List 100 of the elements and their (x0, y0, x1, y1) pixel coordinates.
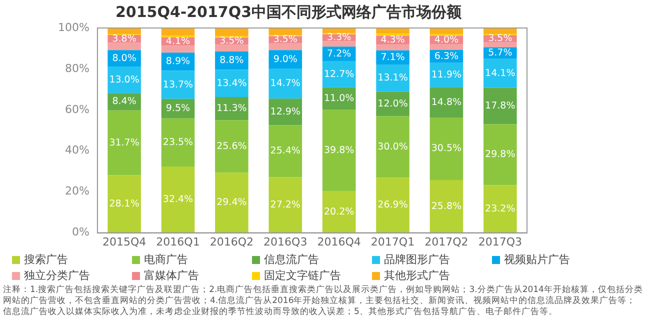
bar (268, 98, 302, 126)
data-label: 8.0% (112, 52, 136, 64)
data-label: 29.8% (485, 149, 516, 160)
data-label: 23.2% (485, 204, 516, 215)
bar (108, 42, 141, 50)
data-label: 17.8% (485, 100, 516, 112)
y-tick-label: 60% (64, 102, 90, 116)
data-label: 30.5% (431, 143, 462, 154)
legend-label: 信息流广告 (264, 252, 319, 267)
bar (484, 58, 517, 88)
bar (322, 41, 356, 47)
data-label: 12.7% (324, 68, 354, 80)
bar (268, 43, 302, 50)
bar (376, 64, 410, 92)
legend-label: 搜索广告 (24, 252, 68, 267)
y-tick-label: 100% (58, 20, 90, 34)
data-label: 8.8% (220, 55, 244, 66)
legend-label: 其他形式广告 (384, 268, 450, 283)
bar (215, 44, 248, 52)
data-label: 13.1% (378, 72, 408, 84)
legend-label: 品牌图形广告 (384, 252, 450, 267)
x-tick-label: 2016Q1 (156, 235, 200, 248)
bar (430, 118, 464, 180)
data-label: 14.1% (485, 68, 516, 79)
x-tick-label: 2015Q4 (102, 235, 146, 248)
data-label: 12.0% (378, 98, 408, 110)
bar (430, 180, 464, 233)
data-label: 11.3% (216, 103, 247, 114)
data-label: 5.7% (488, 48, 512, 59)
data-label: 3.5% (488, 33, 512, 44)
data-label: 13.0% (109, 74, 140, 86)
data-label: 30.0% (378, 141, 408, 152)
data-label: 7.1% (380, 52, 405, 64)
data-label: 3.3% (327, 32, 352, 44)
bar (108, 28, 141, 34)
x-tick-label: 2016Q3 (264, 235, 308, 248)
bar (376, 116, 410, 178)
bar (322, 110, 356, 192)
bar (161, 166, 195, 233)
bar (215, 28, 248, 36)
bar (484, 28, 517, 34)
bar (376, 178, 410, 233)
bar (268, 125, 302, 178)
bar (430, 44, 464, 50)
data-label: 11.0% (324, 93, 354, 104)
data-label: 23.5% (162, 136, 194, 148)
bar (430, 87, 464, 118)
legend-label: 独立分类广告 (24, 268, 90, 283)
bar (484, 124, 517, 186)
bar (215, 70, 248, 98)
data-label: 3.8% (112, 33, 136, 44)
bar (268, 28, 302, 36)
data-label: 11.9% (431, 69, 462, 80)
data-label: 31.7% (109, 137, 140, 148)
bar (108, 175, 141, 233)
bar (215, 120, 248, 173)
bar (268, 177, 302, 233)
bar (376, 44, 410, 50)
x-tick-label: 2017Q1 (370, 235, 415, 248)
data-label: 4.0% (434, 34, 459, 46)
bar (484, 185, 517, 233)
data-label: 25.6% (216, 140, 247, 152)
legend-label: 固定文字链广告 (264, 268, 341, 283)
data-label: 4.1% (166, 36, 190, 47)
bar (215, 172, 248, 233)
data-label: 9.5% (166, 103, 190, 114)
x-tick-label: 2016Q2 (210, 235, 254, 248)
x-tick-label: 2016Q4 (317, 235, 361, 248)
data-label: 7.2% (327, 48, 352, 60)
data-label: 14.8% (431, 96, 462, 108)
data-label: 13.4% (216, 78, 247, 89)
data-label: 4.3% (380, 34, 405, 46)
legend-label: 电商广告 (144, 252, 188, 267)
data-label: 25.4% (270, 146, 300, 157)
bar (484, 42, 517, 48)
data-label: 8.4% (112, 96, 136, 108)
y-tick-label: 20% (64, 184, 90, 198)
data-label: 28.1% (109, 198, 140, 210)
data-label: 6.3% (434, 50, 459, 62)
data-label: 14.7% (270, 78, 300, 90)
data-label: 3.5% (273, 34, 298, 46)
data-label: 9.0% (273, 54, 298, 65)
legend-label: 富媒体广告 (144, 268, 199, 283)
y-tick-label: 80% (64, 62, 90, 75)
y-tick-label: 40% (64, 144, 90, 157)
data-label: 29.4% (216, 197, 247, 208)
text: 注释：1.搜索广告包括搜索关键字广告及联盟广告；2.电商广告包括垂直搜索类广告以及展示类广告，例如导购网站；3.分类广告从2014年开始核算，仅包括分类网站的广告营收，不包含垂直网站的分类广告营收；4.信息流广告从2016年开始独立核算，主要包括社交、新闻资讯、视频网站中的信息流品牌及效果广告等；信息流广告收入以媒体实际收入为准，未考虑企业财报的季节性波动而导致的收入误差；5、其他形式广告包括导航广告、电子邮件广告等。 (3, 285, 644, 318)
bar (322, 191, 356, 233)
legend-label: 视频贴片广告 (504, 252, 570, 267)
bar (376, 92, 410, 116)
data-label: 3.5% (220, 36, 244, 47)
x-tick-label: 2017Q2 (424, 235, 468, 248)
data-label: 39.8% (324, 145, 354, 156)
bar (161, 28, 195, 36)
bar (161, 118, 195, 166)
data-label: 13.7% (162, 79, 194, 90)
bar (161, 70, 195, 99)
chart-title: 2015Q4-2017Q3中国不同形式网络广告市场份额 (115, 2, 463, 21)
data-label: 25.8% (431, 200, 462, 212)
x-tick-label: 2017Q3 (478, 235, 522, 248)
